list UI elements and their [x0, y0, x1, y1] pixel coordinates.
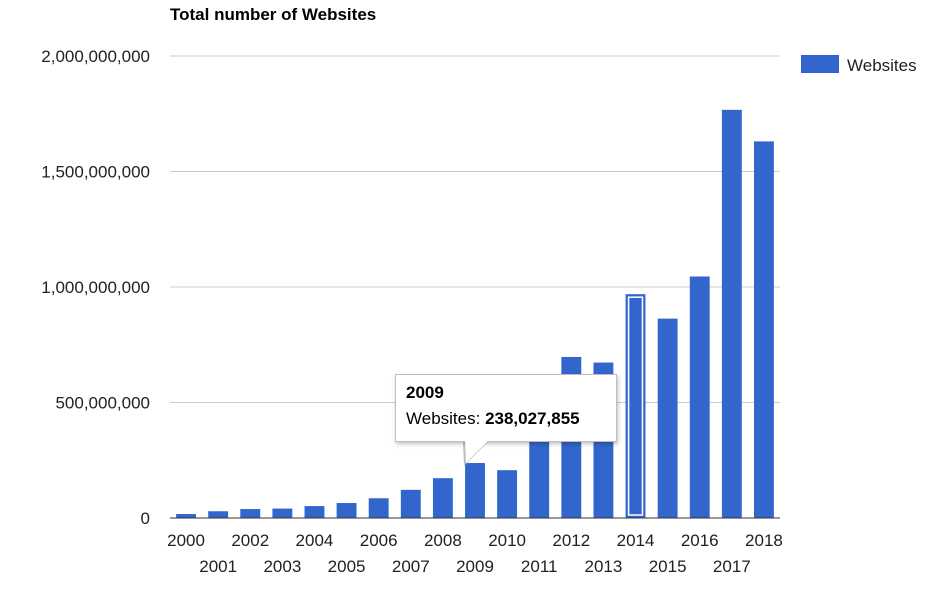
y-tick-label: 2,000,000,000	[41, 47, 150, 66]
x-tick-label: 2010	[488, 531, 526, 550]
bar-2007[interactable]	[400, 489, 421, 518]
bar-2008[interactable]	[432, 478, 453, 518]
tooltip-value: 238,027,855	[485, 409, 580, 428]
bar-2015[interactable]	[657, 318, 678, 518]
bar-2005[interactable]	[336, 503, 357, 518]
bar-2002[interactable]	[240, 509, 261, 518]
bar-2009[interactable]	[465, 463, 485, 518]
bar-2004[interactable]	[304, 506, 325, 518]
x-tick-label: 2000	[167, 531, 205, 550]
x-tick-label: 2005	[328, 557, 366, 576]
bar-2018[interactable]	[753, 141, 774, 518]
y-tick-label: 1,500,000,000	[41, 163, 150, 182]
gridlines	[170, 55, 780, 403]
tooltip-tail	[465, 441, 488, 463]
bar-2017[interactable]	[721, 109, 742, 518]
bar-highlight-2014	[627, 296, 644, 516]
x-tick-label: 2007	[392, 557, 430, 576]
chart-title: Total number of Websites	[170, 5, 376, 24]
x-tick-label: 2011	[521, 557, 558, 576]
x-tick-label: 2009	[456, 557, 494, 576]
y-axis-ticks: 0 500,000,000 1,000,000,000 1,500,000,000 2,…	[41, 47, 150, 528]
x-tick-label: 2006	[360, 531, 398, 550]
bar-2011[interactable]	[529, 438, 550, 518]
tooltip-series-label: Websites:	[406, 409, 481, 428]
x-tick-label: 2017	[713, 557, 751, 576]
legend[interactable]: Websites	[801, 55, 917, 75]
tooltip-body: Websites: 238,027,855	[406, 409, 606, 429]
y-tick-label: 1,000,000,000	[41, 278, 150, 297]
bar-2006[interactable]	[368, 498, 389, 518]
x-tick-label: 2013	[585, 557, 623, 576]
bar-2010[interactable]	[497, 470, 518, 518]
tooltip: 2009 Websites: 238,027,855	[395, 374, 617, 442]
legend-label-websites: Websites	[847, 56, 917, 75]
x-axis-ticks: 2000 2001 2002 2003 2004 2005 2006 2007 2008 2009…	[167, 531, 783, 576]
y-tick-label: 500,000,000	[55, 394, 150, 413]
bar-2016[interactable]	[689, 276, 710, 518]
x-tick-label: 2016	[681, 531, 719, 550]
legend-swatch-websites	[801, 55, 839, 73]
y-tick-label: 0	[141, 509, 150, 528]
tooltip-category: 2009	[406, 383, 444, 402]
x-tick-label: 2018	[745, 531, 783, 550]
bar-2003[interactable]	[272, 508, 293, 518]
x-tick-label: 2002	[231, 531, 269, 550]
x-tick-label: 2003	[263, 557, 301, 576]
x-tick-label: 2014	[617, 531, 655, 550]
x-tick-label: 2004	[296, 531, 334, 550]
bar-2001[interactable]	[208, 511, 229, 518]
x-tick-label: 2001	[199, 557, 237, 576]
bar-2000[interactable]	[176, 514, 197, 518]
x-tick-label: 2012	[552, 531, 590, 550]
x-tick-label: 2008	[424, 531, 462, 550]
x-tick-label: 2015	[649, 557, 687, 576]
bar-2014[interactable]	[625, 294, 646, 518]
